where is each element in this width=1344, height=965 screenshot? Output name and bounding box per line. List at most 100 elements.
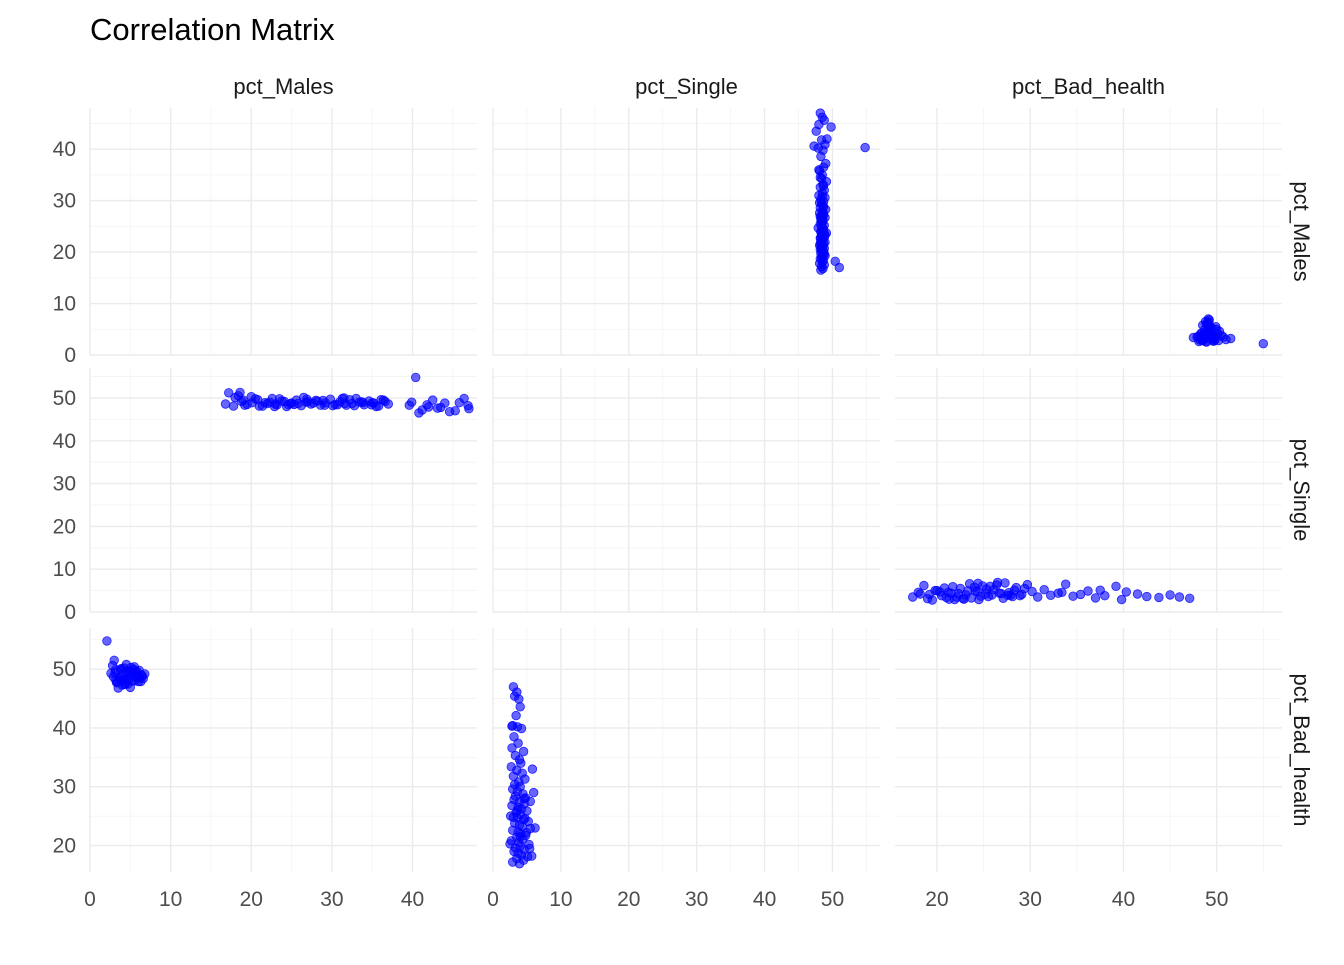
scatter-point xyxy=(520,813,530,824)
y-tick-label: 10 xyxy=(53,293,76,316)
scatter-point xyxy=(312,396,323,406)
scatter-point xyxy=(932,585,942,596)
scatter-point xyxy=(511,710,521,721)
y-tick-label: 40 xyxy=(53,138,76,161)
x-tick-label: 20 xyxy=(925,888,948,911)
scatter-point xyxy=(235,387,245,398)
scatter-point xyxy=(507,721,517,731)
scatter-point xyxy=(1203,317,1214,327)
scatter-point xyxy=(1218,332,1229,342)
x-tick-label: 30 xyxy=(1019,888,1042,911)
scatter-point xyxy=(505,839,515,849)
y-tick-label: 30 xyxy=(53,776,76,799)
y-tick-label: 10 xyxy=(53,558,76,581)
scatter-point xyxy=(119,679,130,690)
y-tick-label: 50 xyxy=(53,387,76,410)
strip-label-row: pct_Single xyxy=(1289,439,1314,542)
scatter-point xyxy=(516,758,526,768)
strip-label-col: pct_Bad_health xyxy=(1012,74,1165,99)
x-tick-label: 50 xyxy=(821,888,844,911)
scatter-point xyxy=(332,400,343,410)
scatter-point xyxy=(432,403,443,413)
scatter-point xyxy=(913,587,924,598)
scatter-point xyxy=(1032,592,1043,602)
scatter-point xyxy=(919,580,929,591)
chart-title: Correlation Matrix xyxy=(90,12,335,47)
scatter-panel xyxy=(505,682,540,869)
scatter-point xyxy=(1003,590,1013,601)
x-tick-label: 0 xyxy=(84,888,96,911)
scatter-point xyxy=(815,172,826,183)
y-tick-label: 20 xyxy=(53,241,76,264)
strip-label-col: pct_Males xyxy=(233,74,333,99)
x-tick-label: 30 xyxy=(685,888,708,911)
y-tick-label: 0 xyxy=(64,601,76,624)
scatter-point xyxy=(1116,594,1127,605)
scatter-point xyxy=(515,702,525,712)
strip-label-row: pct_Males xyxy=(1289,181,1314,281)
scatter-point xyxy=(816,151,826,162)
scatter-point xyxy=(286,398,296,409)
scatter-point xyxy=(270,399,281,409)
scatter-point xyxy=(512,805,523,816)
y-tick-label: 30 xyxy=(53,190,76,213)
scatter-panel xyxy=(809,108,870,275)
labels-layer: pct_Males pct_Single pct_Bad_health pct_Mal… xyxy=(53,74,1314,911)
scatter-point xyxy=(819,228,830,239)
scatter-point xyxy=(1090,593,1101,603)
scatter-point xyxy=(811,126,821,136)
scatter-point xyxy=(450,406,460,416)
scatter-panel xyxy=(102,636,150,693)
scatter-point xyxy=(1121,587,1132,597)
scatter-point xyxy=(380,396,390,407)
scatter-point xyxy=(814,165,824,175)
scatter-point xyxy=(1039,585,1049,595)
scatter-point xyxy=(508,812,519,823)
scatter-point xyxy=(223,388,234,398)
scatter-point xyxy=(515,832,525,842)
scatter-point xyxy=(818,180,829,191)
scatter-point xyxy=(1095,585,1105,595)
scatter-point xyxy=(121,659,132,670)
scatter-point xyxy=(980,589,991,599)
x-tick-label: 40 xyxy=(401,888,424,911)
scatter-point xyxy=(525,843,535,854)
scatter-point xyxy=(1019,583,1030,594)
scatter-point xyxy=(826,122,836,132)
strip-label-row: pct_Bad_health xyxy=(1289,674,1314,827)
scatter-point xyxy=(220,399,231,409)
strip-label-col: pct_Single xyxy=(635,74,738,99)
scatter-point xyxy=(1184,593,1195,604)
scatter-point xyxy=(440,398,450,408)
x-tick-label: 10 xyxy=(159,888,182,911)
scatter-point xyxy=(1142,591,1152,602)
scatter-point xyxy=(367,398,377,408)
scatter-point xyxy=(1174,592,1185,602)
scatter-point xyxy=(303,397,313,407)
scatter-point xyxy=(516,723,527,734)
scatter-point xyxy=(519,793,529,804)
y-tick-label: 20 xyxy=(53,515,76,538)
scatter-point xyxy=(109,655,119,666)
scatter-point xyxy=(1258,339,1269,349)
scatter-point xyxy=(527,764,538,774)
scatter-point xyxy=(514,694,524,704)
scatter-point xyxy=(1132,589,1143,599)
scatter-point xyxy=(459,393,469,404)
scatter-point xyxy=(341,400,352,410)
scatter-point xyxy=(514,859,525,869)
scatter-point xyxy=(1154,592,1164,603)
x-tick-label: 40 xyxy=(753,888,776,911)
scatter-point xyxy=(414,408,424,418)
y-tick-label: 40 xyxy=(53,430,76,453)
grid-layer xyxy=(89,108,1282,872)
scatter-point xyxy=(1060,579,1071,589)
scatter-point xyxy=(1165,590,1175,600)
scatter-point xyxy=(228,401,239,411)
scatter-point xyxy=(513,738,523,748)
scatter-panel xyxy=(1188,314,1269,349)
x-tick-label: 0 xyxy=(487,888,499,911)
scatter-point xyxy=(530,823,540,833)
y-tick-label: 30 xyxy=(53,473,76,496)
x-tick-label: 10 xyxy=(549,888,572,911)
